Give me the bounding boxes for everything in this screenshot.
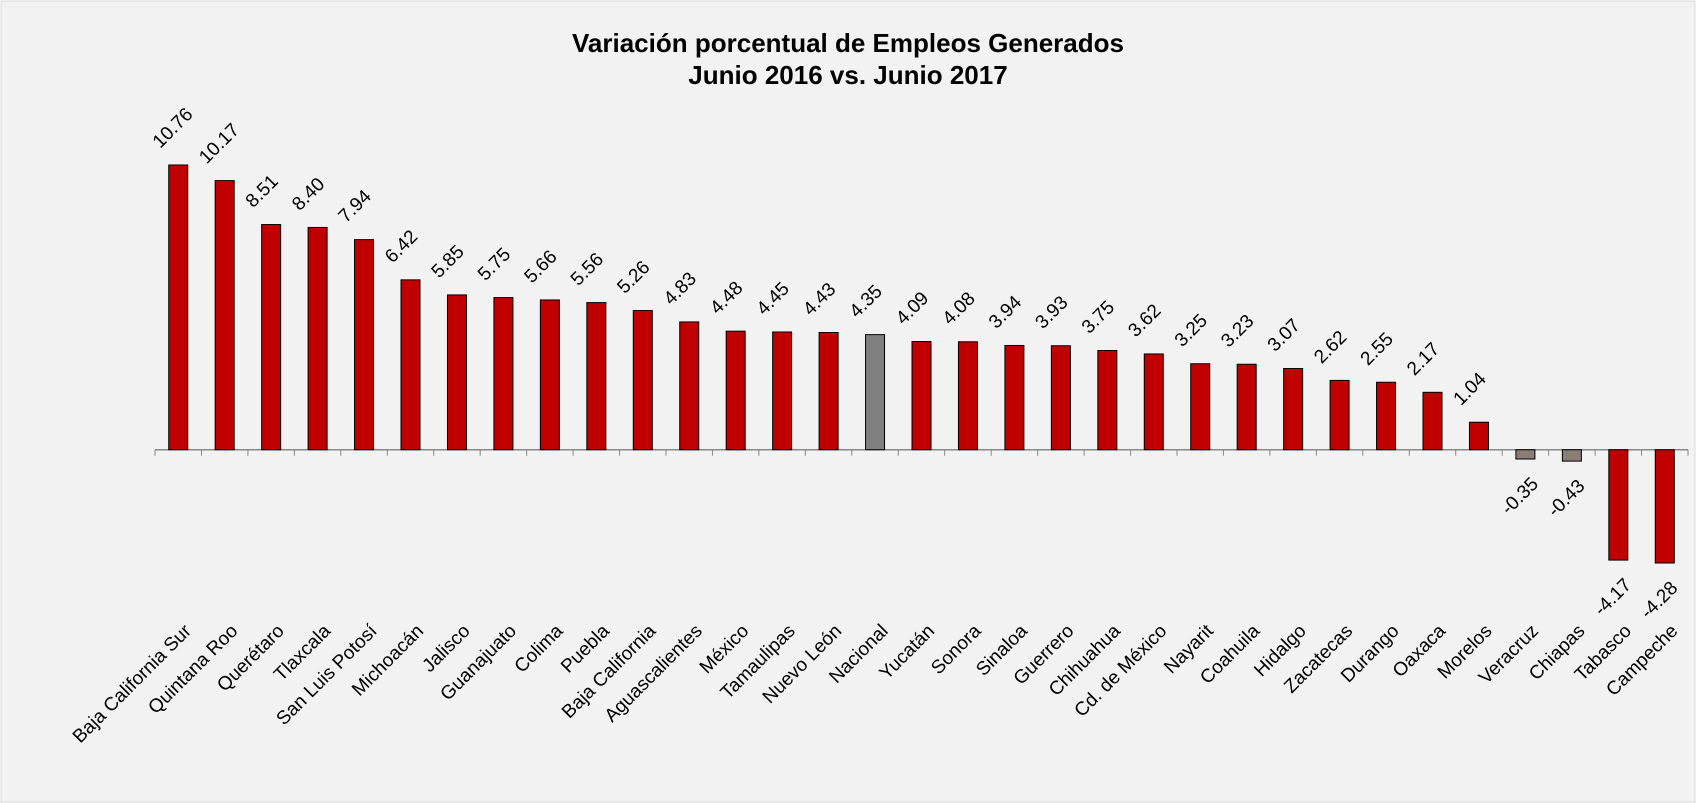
bar: [911, 341, 932, 451]
bar: [539, 299, 560, 451]
bar: [168, 164, 189, 451]
bar: [1329, 379, 1350, 451]
bar: [586, 302, 607, 451]
bar: [1236, 363, 1257, 451]
bar: [772, 331, 793, 451]
bar: [400, 279, 421, 451]
bar: [1515, 449, 1536, 460]
bar: [1561, 449, 1582, 462]
bar: [679, 321, 700, 451]
bar: [446, 294, 467, 451]
bar: [1050, 345, 1071, 451]
bar: [1468, 421, 1489, 451]
bar: [818, 332, 839, 451]
bar: [865, 334, 886, 451]
bar: [1422, 391, 1443, 451]
bar: [1190, 363, 1211, 451]
bar: [957, 341, 978, 451]
bar: [214, 180, 235, 451]
chart-title: Variación porcentual de Empleos Generado…: [572, 28, 1124, 58]
bar: [354, 239, 375, 451]
chart-subtitle: Junio 2016 vs. Junio 2017: [688, 60, 1007, 90]
bar: [261, 224, 282, 451]
bar: [632, 310, 653, 451]
bar: [1004, 344, 1025, 451]
bar: [307, 226, 328, 451]
bar: [1097, 350, 1118, 451]
bar: [1654, 449, 1675, 564]
bar: [493, 297, 514, 451]
bar: [1283, 367, 1304, 451]
bar: [1608, 449, 1629, 561]
bar: [1143, 353, 1164, 451]
bar: [1376, 381, 1397, 451]
bar: [725, 330, 746, 451]
